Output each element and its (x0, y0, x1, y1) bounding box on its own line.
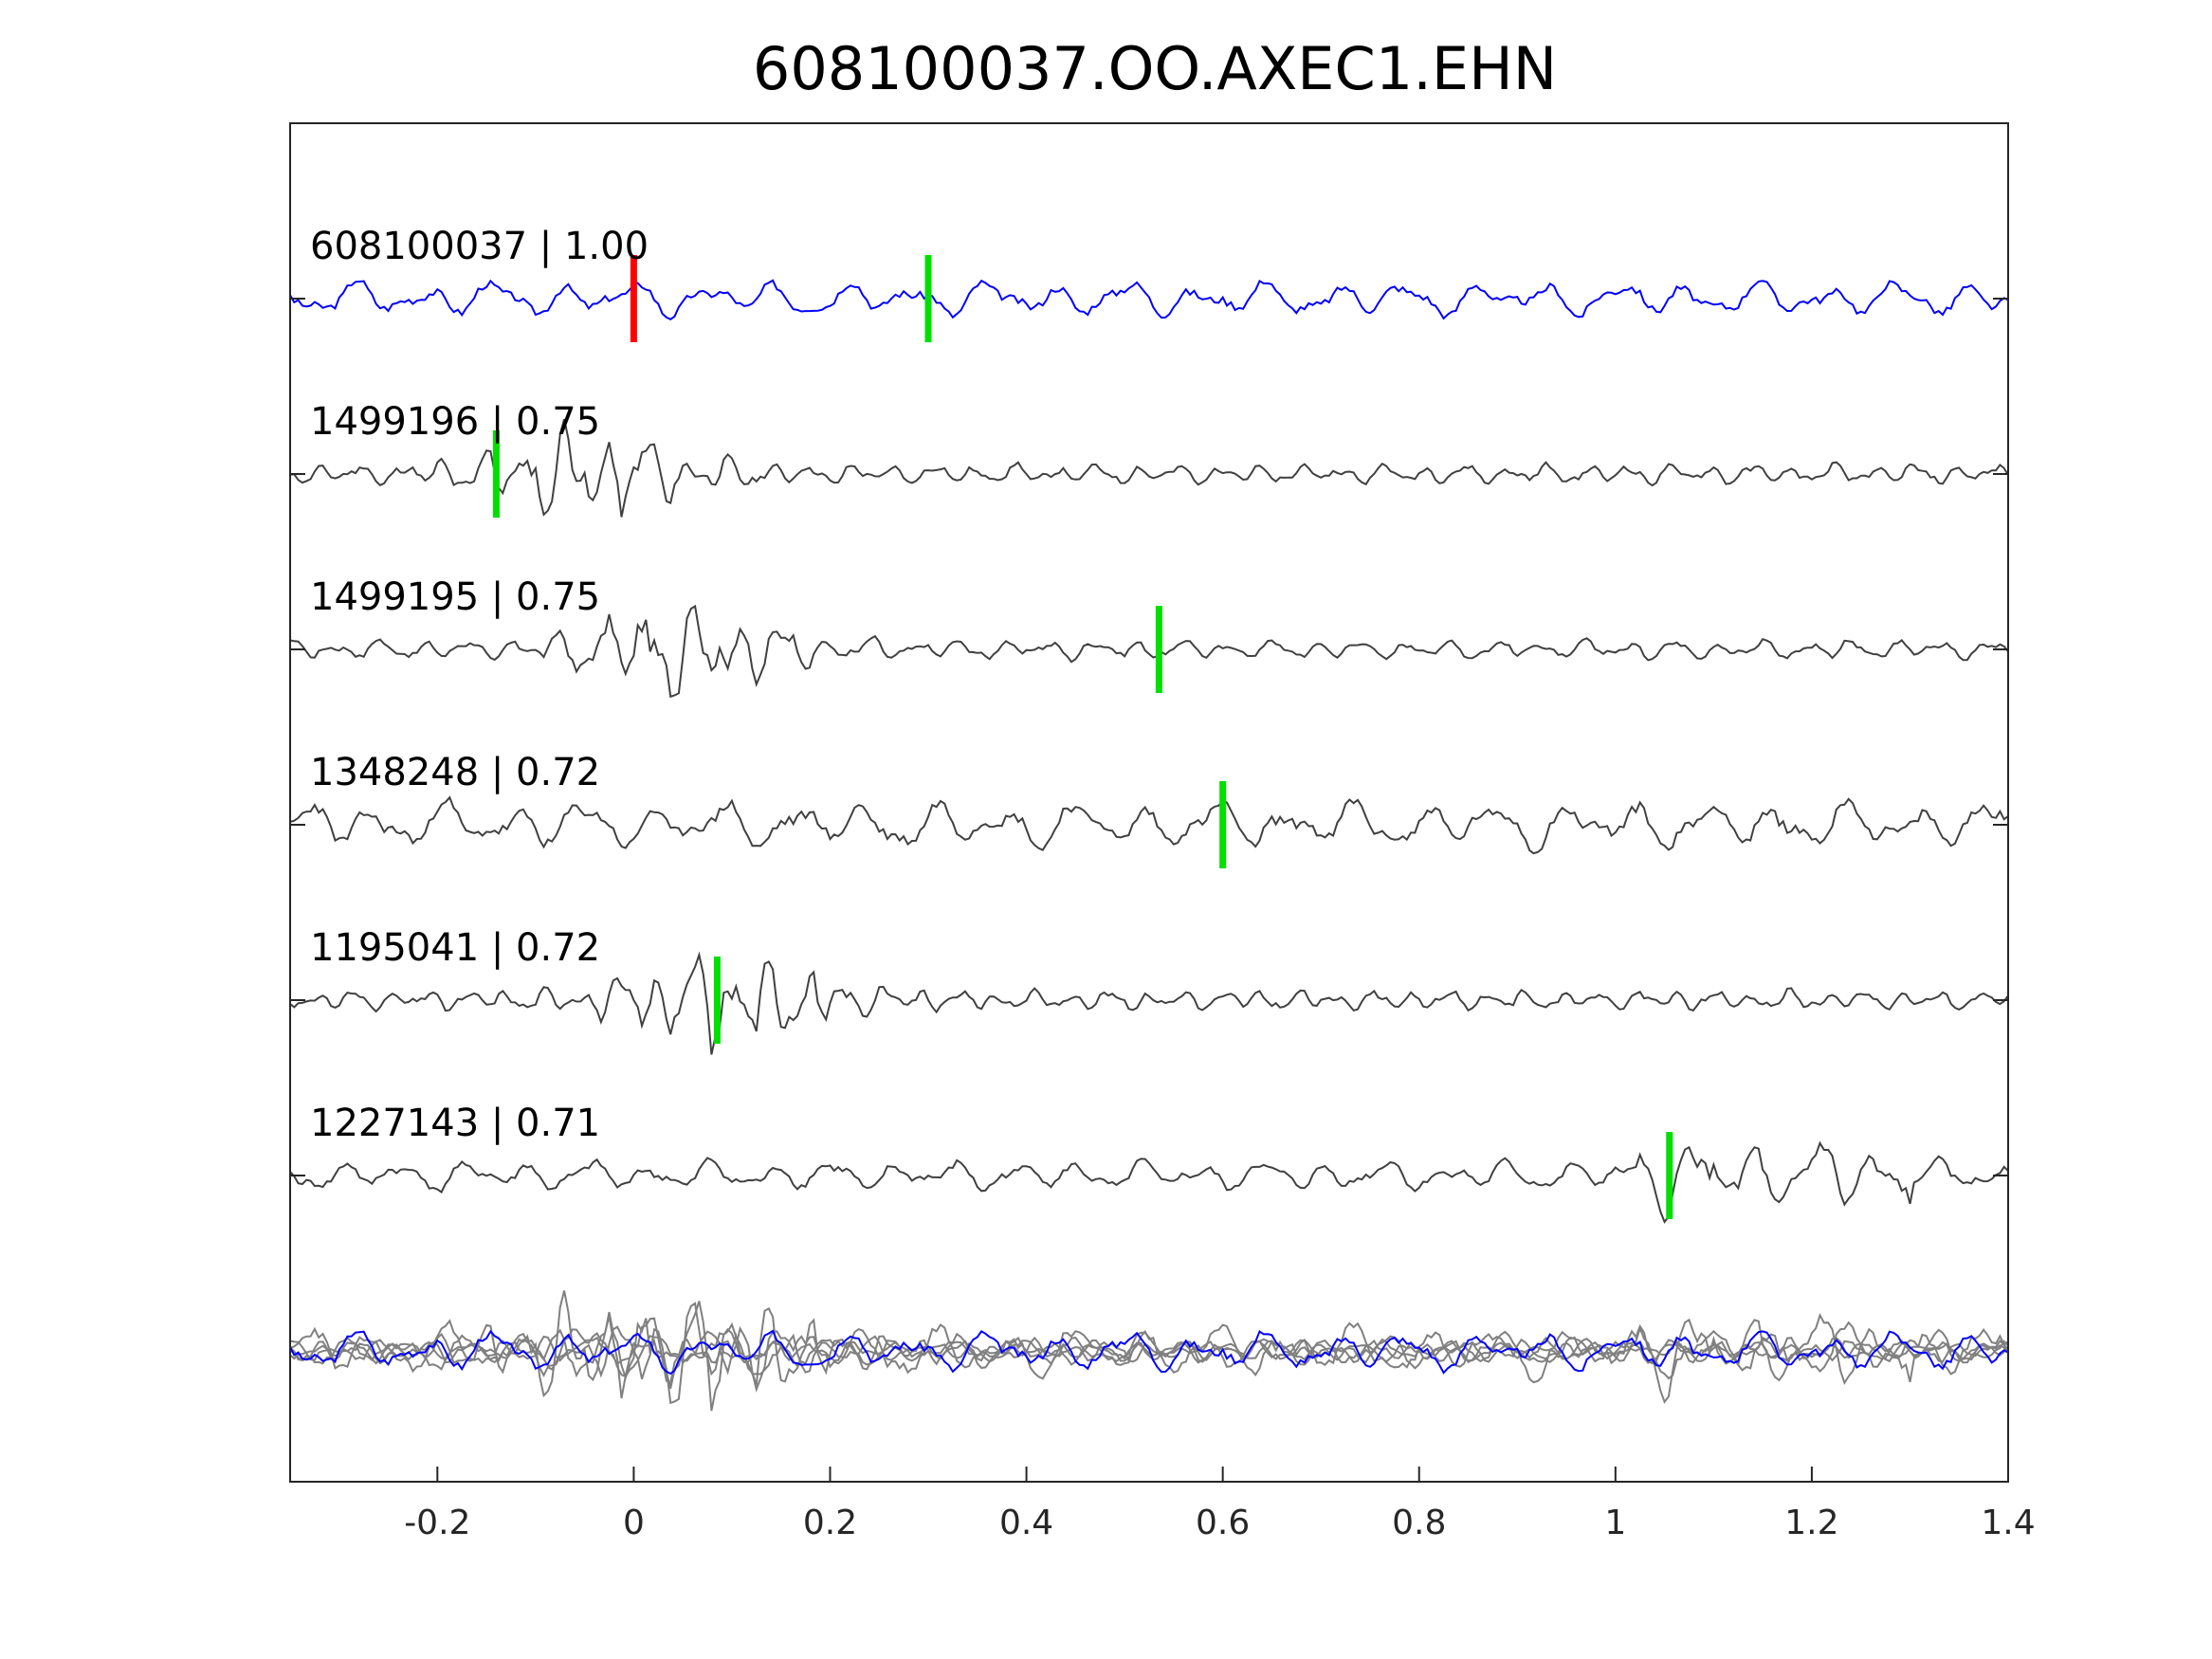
x-tick-label: 0.4 (999, 1504, 1053, 1542)
stack-trace-1499196 (289, 1290, 2009, 1399)
trace-1195041 (289, 951, 2009, 1055)
x-tick-label: -0.2 (404, 1504, 470, 1542)
traces-layer (289, 279, 2009, 1412)
trace-1348248 (289, 795, 2009, 855)
stack-trace-1499195 (289, 1302, 2009, 1405)
stack-trace-1195041 (289, 1301, 2009, 1412)
trace-1499195 (289, 604, 2009, 699)
trace-label: 1499196 | 0.75 (310, 400, 600, 444)
x-tick-label: 0 (623, 1504, 645, 1542)
stack-trace-608100037 (289, 1329, 2009, 1376)
trace-label: 608100037 | 1.00 (310, 225, 649, 268)
trace-labels-layer: 608100037 | 1.00 1499196 | 0.75 1499195 | … (310, 225, 649, 1145)
x-tick-label: 0.2 (803, 1504, 857, 1542)
trace-label: 1195041 | 0.72 (310, 926, 600, 970)
trace-1227143 (289, 1140, 2009, 1224)
picks-layer (492, 255, 1673, 1219)
x-tick-label: 0.6 (1196, 1504, 1250, 1542)
trace-1499196 (289, 418, 2009, 518)
x-tick-label: 1.2 (1784, 1504, 1838, 1542)
x-tick-label: 1 (1604, 1504, 1626, 1542)
plot-frame (289, 122, 2009, 1483)
stack-trace-1348248 (289, 1319, 2009, 1384)
trace-label: 1499195 | 0.75 (310, 575, 600, 619)
trace-label: 1227143 | 0.71 (310, 1102, 600, 1145)
chart-title: 608100037.OO.AXEC1.EHN (753, 34, 1557, 103)
trace-608100037 (289, 279, 2009, 320)
trace-label: 1348248 | 0.72 (310, 751, 600, 794)
x-tick-label: 0.8 (1392, 1504, 1446, 1542)
x-tick-label: 1.4 (1981, 1504, 2035, 1542)
x-axis: -0.2 0 0.2 0.4 0.6 0.8 1 1.2 1.4 (404, 1467, 2036, 1542)
